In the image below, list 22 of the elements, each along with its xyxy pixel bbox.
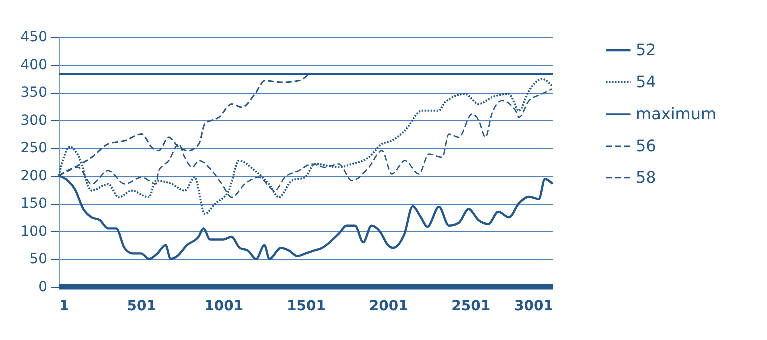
y-tick-label: 250 — [20, 140, 48, 157]
legend-label: maximum — [636, 104, 717, 124]
x-tick-label: 1001 — [204, 298, 244, 314]
x-tick-label: 1501 — [287, 298, 326, 314]
legend-label: 54 — [636, 72, 656, 92]
legend-label: 58 — [636, 168, 656, 187]
legend-label: 52 — [636, 40, 656, 60]
y-tick-label: 200 — [20, 168, 48, 184]
y-tick-label: 150 — [20, 196, 48, 212]
x-tick-label: 3001 — [514, 298, 554, 314]
x-tick-label: 501 — [127, 298, 156, 314]
y-tick-label: 100 — [20, 224, 48, 240]
y-tick-label: 50 — [30, 252, 48, 268]
x-tick-label: 2501 — [452, 298, 491, 314]
x-tick-label: 1 — [60, 298, 70, 314]
y-tick-label: 300 — [20, 112, 48, 129]
y-tick-label: 450 — [20, 30, 48, 46]
legend-label: 56 — [636, 136, 656, 156]
y-tick-label: 350 — [20, 85, 48, 102]
y-tick-label: 0 — [38, 280, 48, 296]
y-tick-label: 400 — [20, 57, 48, 74]
x-tick-label: 2001 — [369, 298, 408, 314]
